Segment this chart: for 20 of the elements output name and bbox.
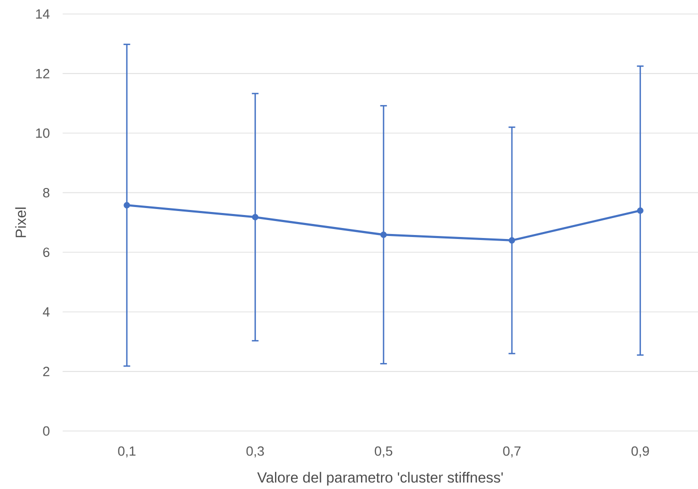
x-tick-label: 0,3 [246,446,264,458]
y-tick-label: 8 [43,188,50,198]
y-tick-label: 14 [36,9,50,19]
point [637,207,644,214]
x-tick-label: 0,7 [503,446,521,458]
y-tick-label: 4 [42,307,50,316]
point [508,237,516,244]
point [124,202,130,208]
x-tick-label: 0,5 [374,446,392,458]
y-tick-label: 2 [43,366,50,376]
y-tick-label: 6 [43,248,50,257]
x-tick-label: 0,9 [632,446,649,458]
point [252,214,258,220]
x-axis-title: Valore del parametro 'cluster stiffness' [257,472,503,486]
point [380,232,387,238]
y-tick-label: 0 [43,426,50,436]
x-tick-label: 0,1 [118,446,136,458]
y-axis-title: Pixel [15,208,26,238]
y-tick-label: 10 [36,128,50,138]
y-tick-label: 12 [36,68,50,78]
